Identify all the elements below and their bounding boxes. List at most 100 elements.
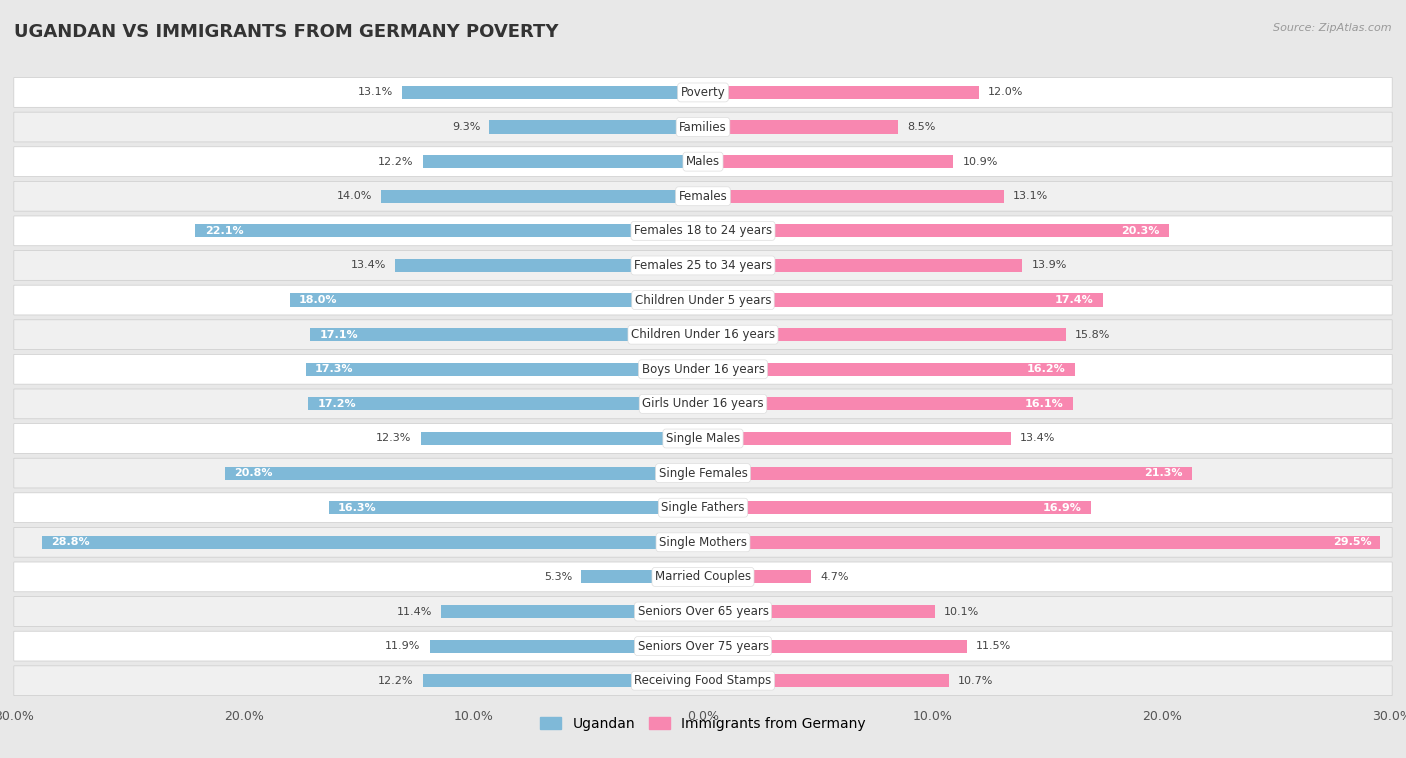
Text: Single Fathers: Single Fathers [661,501,745,514]
Text: 12.0%: 12.0% [988,87,1024,98]
Bar [420,432,703,445]
Text: 14.0%: 14.0% [337,191,373,202]
FancyBboxPatch shape [14,216,1392,246]
Bar [703,466,1192,480]
Text: Single Females: Single Females [658,467,748,480]
Text: Children Under 16 years: Children Under 16 years [631,328,775,341]
Bar [423,155,703,168]
Bar [703,328,1066,341]
Bar [703,121,898,133]
Bar [195,224,703,237]
Bar [703,397,1073,411]
Text: 20.8%: 20.8% [235,468,273,478]
Bar [441,605,703,618]
Text: Females 18 to 24 years: Females 18 to 24 years [634,224,772,237]
FancyBboxPatch shape [14,77,1392,108]
Text: 10.9%: 10.9% [963,157,998,167]
Bar [703,432,1011,445]
Bar [290,293,703,307]
FancyBboxPatch shape [14,389,1392,418]
FancyBboxPatch shape [14,285,1392,315]
FancyBboxPatch shape [14,147,1392,177]
Bar [703,640,967,653]
FancyBboxPatch shape [14,666,1392,696]
Bar [381,190,703,203]
FancyBboxPatch shape [14,458,1392,488]
Bar [703,501,1091,514]
Legend: Ugandan, Immigrants from Germany: Ugandan, Immigrants from Germany [534,711,872,736]
Text: 18.0%: 18.0% [299,295,337,305]
FancyBboxPatch shape [14,251,1392,280]
Text: Girls Under 16 years: Girls Under 16 years [643,397,763,410]
Bar [703,86,979,99]
Bar [703,674,949,688]
Text: 17.1%: 17.1% [319,330,359,340]
FancyBboxPatch shape [14,562,1392,592]
Bar [225,466,703,480]
Text: Boys Under 16 years: Boys Under 16 years [641,363,765,376]
Text: Single Males: Single Males [666,432,740,445]
Text: 8.5%: 8.5% [907,122,936,132]
Text: 12.2%: 12.2% [378,675,413,686]
FancyBboxPatch shape [14,355,1392,384]
Bar [311,328,703,341]
Text: 16.9%: 16.9% [1043,503,1083,512]
Bar [308,397,703,411]
Bar [42,536,703,549]
Text: 28.8%: 28.8% [51,537,90,547]
Bar [423,674,703,688]
Bar [703,570,811,584]
Text: 16.2%: 16.2% [1028,365,1066,374]
Text: 21.3%: 21.3% [1144,468,1182,478]
FancyBboxPatch shape [14,181,1392,211]
Text: 22.1%: 22.1% [205,226,243,236]
Text: 13.1%: 13.1% [1012,191,1049,202]
Text: 13.4%: 13.4% [1019,434,1056,443]
Bar [703,363,1076,376]
Bar [305,363,703,376]
Text: Poverty: Poverty [681,86,725,99]
Bar [703,536,1381,549]
Text: 13.9%: 13.9% [1032,261,1067,271]
Text: Single Mothers: Single Mothers [659,536,747,549]
Text: 12.3%: 12.3% [375,434,412,443]
Text: 17.3%: 17.3% [315,365,353,374]
Bar [703,190,1004,203]
Bar [703,259,1022,272]
Text: Males: Males [686,155,720,168]
Text: Children Under 5 years: Children Under 5 years [634,293,772,306]
Bar [703,224,1170,237]
Text: 20.3%: 20.3% [1122,226,1160,236]
Text: 16.1%: 16.1% [1025,399,1063,409]
Text: 10.1%: 10.1% [945,606,980,616]
FancyBboxPatch shape [14,112,1392,142]
Bar [489,121,703,133]
FancyBboxPatch shape [14,597,1392,626]
Text: Females 25 to 34 years: Females 25 to 34 years [634,259,772,272]
Text: 13.1%: 13.1% [357,87,392,98]
Bar [329,501,703,514]
Bar [703,293,1102,307]
Text: 9.3%: 9.3% [451,122,481,132]
Text: UGANDAN VS IMMIGRANTS FROM GERMANY POVERTY: UGANDAN VS IMMIGRANTS FROM GERMANY POVER… [14,23,558,41]
FancyBboxPatch shape [14,424,1392,453]
FancyBboxPatch shape [14,320,1392,349]
Text: Married Couples: Married Couples [655,571,751,584]
Text: Seniors Over 65 years: Seniors Over 65 years [637,605,769,618]
Text: Families: Families [679,121,727,133]
Text: 12.2%: 12.2% [378,157,413,167]
Text: 16.3%: 16.3% [337,503,377,512]
FancyBboxPatch shape [14,493,1392,522]
Text: 10.7%: 10.7% [957,675,993,686]
Bar [581,570,703,584]
FancyBboxPatch shape [14,631,1392,661]
Bar [430,640,703,653]
Text: 17.4%: 17.4% [1054,295,1094,305]
Bar [402,86,703,99]
Text: 5.3%: 5.3% [544,572,572,582]
Bar [703,155,953,168]
Text: Receiving Food Stamps: Receiving Food Stamps [634,674,772,688]
Text: 15.8%: 15.8% [1076,330,1111,340]
Bar [703,605,935,618]
Text: Source: ZipAtlas.com: Source: ZipAtlas.com [1274,23,1392,33]
